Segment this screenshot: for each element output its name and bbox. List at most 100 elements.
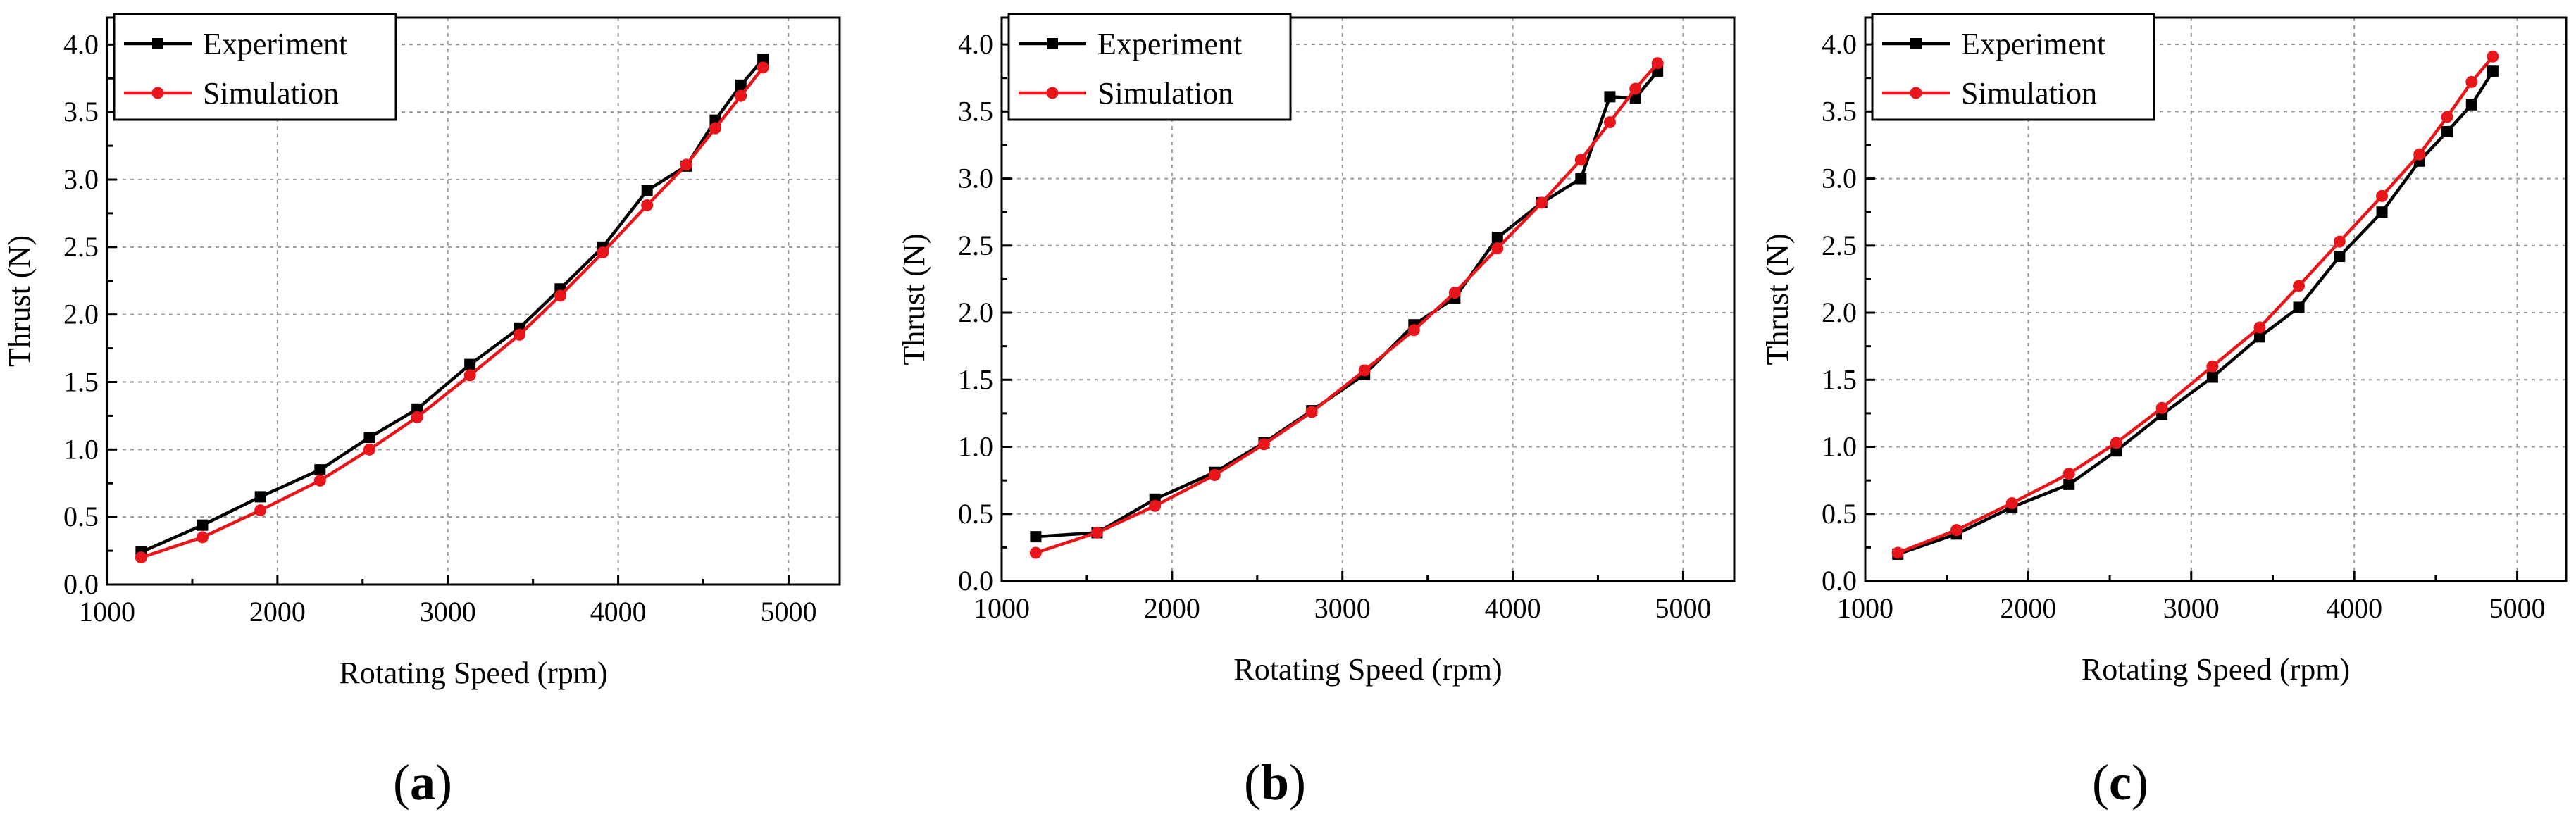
plot-frame [1864, 16, 2568, 582]
y-tick-label: 1.5 [63, 366, 99, 398]
y-tick-label: 0.5 [63, 501, 99, 532]
experiment-point [254, 491, 266, 503]
simulation-point [1950, 524, 1963, 537]
simulation-point [2005, 497, 2018, 510]
y-axis-title: Thrust (N) [897, 234, 931, 365]
simulation-point [2413, 148, 2426, 161]
x-tick-label: 1000 [1837, 592, 1893, 624]
experiment-point [641, 185, 653, 196]
x-tick-label: 4000 [1485, 592, 1541, 624]
simulation-point [1029, 546, 1042, 559]
y-tick-label: 2.0 [1822, 296, 1857, 328]
y-tick-label: 0.5 [1822, 498, 1857, 530]
experiment-point [2206, 371, 2218, 383]
y-tick-label: 2.5 [958, 230, 993, 261]
experiment-point [314, 464, 326, 476]
chart-panel-3: 1000 2000 3000 4000 5000 0.0 0.5 1.0 1.5 2.0 2.5 3.… [1760, 13, 2568, 687]
experiment-point [2376, 206, 2388, 218]
legend-marker-circle [151, 87, 164, 99]
y-tick-label: 0.0 [958, 565, 993, 596]
panel-label-b: (b) [1243, 754, 1306, 811]
x-tick-label: 1000 [79, 596, 135, 627]
chart-panel-1: 1000 2000 3000 4000 5000 0.0 0.5 1.0 1.5 2.0 2.5 3.… [2, 13, 841, 690]
legend-marker-square [1047, 38, 1058, 49]
simulation-point [254, 504, 267, 517]
legend: Experiment Simulation [1007, 13, 1292, 121]
experiment-point [2063, 478, 2075, 490]
legend-marker-circle [1910, 87, 1922, 99]
simulation-point [554, 289, 566, 302]
plot-frame [106, 16, 841, 586]
experiment-point [464, 358, 476, 370]
y-tick-label: 1.0 [63, 433, 99, 465]
y-tick-label: 1.5 [958, 363, 993, 395]
simulation-point [411, 411, 423, 423]
panel-label-a: (a) [393, 754, 452, 811]
x-tick-label: 3000 [1314, 592, 1371, 624]
simulation-point [363, 443, 375, 456]
x-tick-label: 3000 [2163, 592, 2220, 624]
simulation-point [1603, 116, 1616, 129]
simulation-point [2253, 321, 2266, 334]
simulation-point [757, 61, 769, 74]
experiment-point [1491, 232, 1503, 244]
experiment-point [2293, 301, 2305, 313]
simulation-point [2155, 401, 2168, 414]
experiment-point [1604, 91, 1616, 103]
simulation-point [735, 89, 747, 102]
y-tick-label: 3.5 [63, 96, 99, 127]
series-simulation [135, 61, 769, 564]
y-axis-title: Thrust (N) [1760, 234, 1795, 365]
legend-label: Simulation [203, 76, 339, 111]
panel-letter-c: c [2109, 754, 2132, 811]
series-experiment [135, 54, 769, 558]
legend-marker-square [152, 38, 163, 49]
y-tick-label: 3.5 [1822, 95, 1857, 127]
simulation-point [463, 369, 476, 382]
simulation-point [2376, 189, 2389, 202]
experiment-point [2253, 331, 2265, 343]
y-tick-label: 4.0 [63, 28, 99, 60]
experiment-point [1030, 531, 1042, 543]
experiment-point [2334, 251, 2346, 263]
experiment-point [735, 79, 747, 91]
simulation-point [1407, 324, 1420, 337]
simulation-point [196, 531, 209, 544]
legend-label: Simulation [1961, 76, 2097, 111]
experiment-point [2441, 125, 2453, 137]
x-tick-label: 5000 [760, 596, 816, 627]
simulation-point [709, 122, 721, 135]
y-tick-label: 2.0 [958, 296, 993, 328]
y-tick-label: 1.0 [1822, 431, 1857, 463]
x-tick-label: 2000 [1144, 592, 1200, 624]
y-tick-label: 3.5 [958, 95, 993, 127]
simulation-point [313, 474, 326, 487]
y-tick-label: 1.0 [958, 431, 993, 463]
legend-label: Simulation [1097, 76, 1233, 111]
legend-box [1007, 13, 1292, 121]
panel-letter-a: a [410, 754, 435, 811]
x-tick-label: 1000 [973, 592, 1030, 624]
chart-panel-2: 1000 2000 3000 4000 5000 0.0 0.5 1.0 1.5 2.0 2.5 3.… [897, 13, 1736, 687]
experiment-point [1629, 92, 1641, 104]
panel-label-c: (c) [2092, 754, 2148, 811]
legend-label: Experiment [203, 27, 347, 61]
y-tick-label: 3.0 [1822, 163, 1857, 194]
y-tick-label: 0.0 [63, 568, 99, 600]
simulation-line [1035, 62, 1659, 555]
y-tick-label: 0.5 [958, 498, 993, 530]
simulation-point [1491, 242, 1504, 255]
legend-box [113, 13, 397, 121]
series-simulation [1029, 57, 1664, 559]
experiment-line [1897, 70, 2494, 556]
legend-label: Experiment [1961, 27, 2105, 61]
simulation-point [1891, 546, 1904, 559]
y-tick-label: 0.0 [1822, 565, 1857, 596]
simulation-point [641, 199, 654, 211]
simulation-point [2206, 360, 2219, 373]
simulation-point [1629, 82, 1642, 95]
x-tick-label: 5000 [2489, 592, 2546, 624]
experiment-line [140, 58, 764, 554]
simulation-line [140, 66, 764, 559]
